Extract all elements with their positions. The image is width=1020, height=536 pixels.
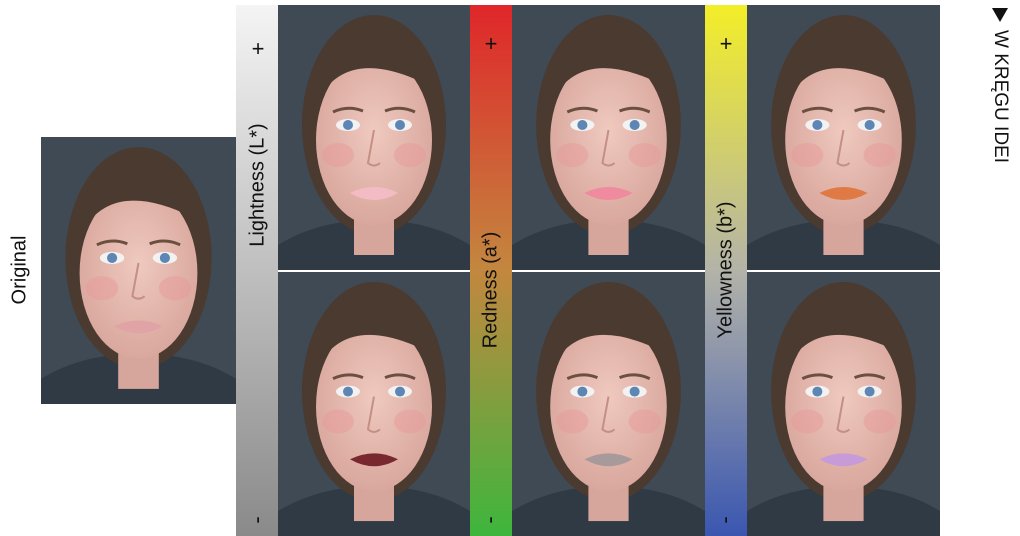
figure: Original + Lightness (L*) - + Redness (a… bbox=[0, 0, 1020, 536]
lightness-bar bbox=[236, 5, 278, 536]
minus-sign: - bbox=[244, 516, 269, 523]
photo bbox=[512, 272, 705, 536]
photo bbox=[747, 272, 940, 536]
original-photo bbox=[41, 137, 236, 404]
original-label: Original bbox=[8, 236, 30, 305]
photo bbox=[278, 272, 470, 536]
bar-label: Lightness (L*) bbox=[246, 123, 268, 246]
minus-sign: - bbox=[477, 516, 502, 523]
photo bbox=[278, 5, 470, 270]
sidebar-title: W KRĘGU IDEI bbox=[990, 30, 1011, 163]
plus-sign: + bbox=[485, 31, 498, 56]
plus-sign: + bbox=[720, 31, 733, 56]
bar-label: Yellowness (b*) bbox=[714, 201, 736, 338]
triangle-icon bbox=[992, 8, 1008, 22]
photo bbox=[747, 5, 940, 270]
plus-sign: + bbox=[252, 36, 265, 61]
bar-label: Redness (a*) bbox=[479, 232, 501, 349]
photo bbox=[512, 5, 705, 270]
minus-sign: - bbox=[712, 516, 737, 523]
